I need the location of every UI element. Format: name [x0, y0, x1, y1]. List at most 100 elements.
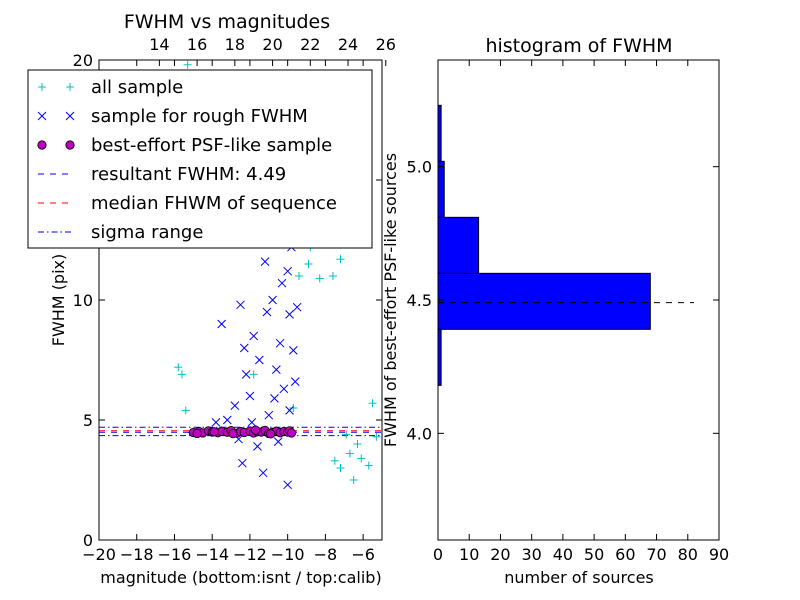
scatter-point-circle — [286, 428, 297, 438]
x-b — [230, 401, 240, 410]
scatter-x-ticks: −20 −18 −16 −14 −12 −10 −8 −6 — [82, 60, 375, 564]
legend-label: sigma range — [91, 222, 203, 243]
histogram-x-ticks: 0 10 20 30 40 50 60 70 80 90 — [433, 60, 729, 564]
x-b — [283, 266, 293, 276]
legend-entry: resultant FWHM: 4.49 — [38, 164, 286, 185]
legend-entry: sample for rough FWHM — [37, 106, 308, 127]
scatter-point-circle — [209, 427, 219, 437]
scatter-point-plus — [336, 464, 345, 472]
histogram-ylabel: FWHM of best-effort PSF-like sources — [381, 153, 400, 447]
scatter-point-x — [283, 480, 293, 490]
histogram-bar — [437, 272, 651, 330]
x-tick-label: −6 — [351, 545, 375, 564]
scatter-point-x — [290, 377, 300, 386]
histogram-plot-area — [437, 104, 695, 386]
histogram-bar — [437, 216, 480, 274]
x-tick-label: 20 — [490, 545, 510, 564]
scatter-point-x — [271, 365, 281, 374]
scatter-point-circle — [65, 140, 75, 150]
scatter-point-plus — [364, 461, 373, 470]
x-b — [236, 300, 245, 310]
scatter-point-x — [275, 338, 285, 348]
scatter-point-x — [211, 418, 221, 427]
x-b — [258, 468, 268, 478]
x-tick-label: −12 — [233, 545, 267, 564]
x-b — [270, 394, 279, 403]
scatter-point-x — [264, 410, 274, 420]
scatter-point-circle — [192, 428, 202, 439]
scatter-point-x — [247, 418, 257, 427]
legend-label: sample for rough FWHM — [91, 106, 308, 127]
x-b — [277, 278, 287, 288]
scatter-point-circle — [228, 429, 238, 439]
histogram-panel: histogram of FWHM 0 10 20 30 40 50 60 70 80 90 4.… — [381, 35, 729, 587]
legend-entry: best-effort PSF-like sample — [37, 135, 332, 156]
histogram-bar — [437, 160, 445, 218]
histogram-xlabel: number of sources — [504, 568, 654, 587]
scatter-point-plus — [38, 83, 46, 91]
legend-box — [27, 69, 373, 249]
scatter-point-x — [236, 300, 245, 310]
x-tick-label: 0 — [433, 545, 443, 564]
x-tick-label: 80 — [678, 545, 698, 564]
x-b — [273, 437, 283, 446]
x-b — [217, 319, 226, 329]
scatter-point-plus — [357, 454, 366, 463]
top-tick-label: 26 — [376, 35, 396, 54]
x-b — [245, 391, 255, 401]
x-tick-label: −8 — [314, 545, 338, 564]
x-b — [264, 410, 274, 420]
legend-entry: all sample — [38, 77, 183, 98]
scatter-point-x — [239, 343, 249, 353]
x-tick-label: 90 — [709, 545, 729, 564]
scatter-point-x — [285, 310, 294, 319]
x-tick-label: −16 — [158, 545, 192, 564]
scatter-point-x — [277, 278, 287, 288]
x-b — [238, 458, 247, 468]
scatter-point-x — [288, 346, 298, 355]
scatter-point-plus — [315, 274, 324, 283]
top-tick-label: 18 — [225, 35, 245, 54]
scatter-point-plus — [289, 404, 298, 412]
scatter-point-circle — [266, 429, 276, 439]
y-tick-label: 5 — [83, 411, 93, 430]
x-b — [271, 365, 281, 374]
legend-label: best-effort PSF-like sample — [91, 135, 332, 156]
scatter-point-x — [37, 111, 47, 121]
scatter-panel: FWHM vs magnitudes 14 16 18 20 22 24 26 −20 −18… — [27, 11, 396, 587]
scatter-point-plus — [178, 370, 187, 379]
x-b — [211, 418, 221, 427]
scatter-point-plus — [183, 60, 192, 69]
y-tick-label: 5.0 — [407, 158, 432, 177]
scatter-point-plus — [368, 399, 377, 408]
scatter-point-x — [270, 394, 279, 403]
x-tick-label: −18 — [120, 545, 154, 564]
scatter-point-x — [268, 295, 277, 305]
x-b — [283, 480, 293, 490]
scatter-point-x — [258, 468, 268, 478]
x-b — [279, 384, 289, 394]
x-b — [249, 331, 259, 341]
scatter-point-plus — [304, 260, 313, 268]
legend-label: resultant FWHM: 4.49 — [91, 164, 286, 185]
top-tick-label: 20 — [262, 35, 282, 54]
x-tick-label: −10 — [271, 545, 305, 564]
x-b — [285, 406, 294, 415]
legend: all sample sample for rough FWHM best-effo… — [27, 69, 373, 249]
scatter-point-circle — [37, 140, 47, 150]
scatter-point-plus — [294, 272, 303, 280]
scatter-point-plus — [372, 432, 381, 441]
scatter-point-plus — [174, 363, 183, 372]
legend-entry: median FHWM of sequence — [38, 193, 337, 214]
x-b — [253, 442, 262, 451]
x-tick-label: 40 — [553, 545, 573, 564]
scatter-point-plus — [328, 272, 337, 280]
scatter-point-x — [217, 319, 226, 329]
scatter-point-x — [260, 257, 270, 266]
top-axis-ticks: 14 16 18 20 22 24 26 — [149, 35, 396, 66]
scatter-point-plus — [66, 83, 74, 91]
y-tick-label: 4.5 — [407, 291, 432, 310]
top-tick-label: 16 — [187, 35, 207, 54]
scatter-point-x — [255, 355, 264, 365]
